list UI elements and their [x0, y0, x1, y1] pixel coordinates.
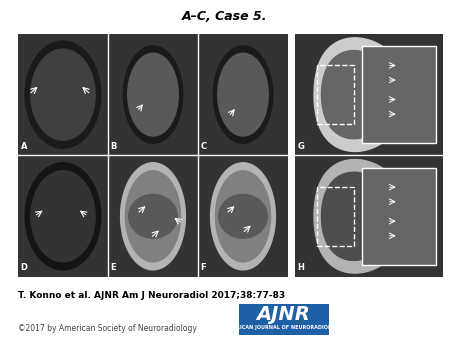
Polygon shape	[321, 172, 396, 260]
Polygon shape	[31, 171, 95, 262]
Text: B: B	[111, 142, 117, 151]
Polygon shape	[123, 46, 183, 143]
Polygon shape	[211, 163, 275, 270]
Text: A–C, Case 5.: A–C, Case 5.	[182, 10, 268, 23]
Polygon shape	[31, 49, 95, 140]
Text: H: H	[298, 263, 305, 272]
Polygon shape	[321, 51, 396, 139]
Polygon shape	[218, 53, 268, 136]
Text: E: E	[111, 263, 116, 272]
FancyBboxPatch shape	[362, 168, 436, 265]
Polygon shape	[216, 171, 270, 262]
Circle shape	[129, 194, 177, 238]
Polygon shape	[314, 160, 409, 273]
Polygon shape	[126, 171, 180, 262]
Text: AJNR: AJNR	[256, 305, 310, 324]
Polygon shape	[121, 163, 185, 270]
Text: ©2017 by American Society of Neuroradiology: ©2017 by American Society of Neuroradiol…	[18, 324, 197, 334]
Text: D: D	[21, 263, 28, 272]
FancyBboxPatch shape	[362, 46, 436, 143]
Polygon shape	[314, 38, 409, 151]
Polygon shape	[25, 163, 101, 270]
Circle shape	[219, 194, 267, 238]
Text: G: G	[298, 142, 305, 151]
Polygon shape	[25, 41, 101, 148]
Text: C: C	[201, 142, 207, 151]
Text: A: A	[21, 142, 27, 151]
Text: T. Konno et al. AJNR Am J Neuroradiol 2017;38:77-83: T. Konno et al. AJNR Am J Neuroradiol 20…	[18, 291, 285, 300]
Polygon shape	[213, 46, 273, 143]
Text: AMERICAN JOURNAL OF NEURORADIOLOGY: AMERICAN JOURNAL OF NEURORADIOLOGY	[224, 325, 343, 331]
Text: F: F	[201, 263, 206, 272]
Polygon shape	[128, 53, 178, 136]
